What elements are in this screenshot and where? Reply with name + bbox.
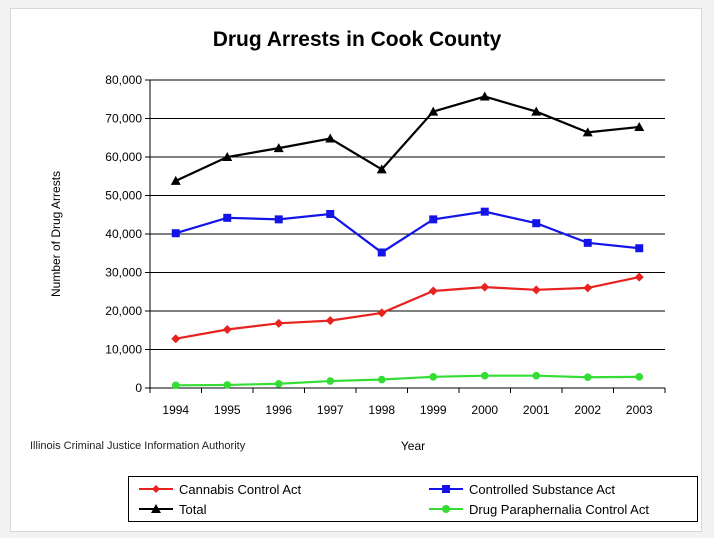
data-point-controlled-substance-act: [583, 238, 592, 247]
chart-frame: [10, 8, 702, 532]
data-point-controlled-substance-act: [480, 207, 489, 216]
data-point-cannabis-control-act: [428, 286, 438, 296]
y-tick-label: 10,000: [105, 343, 142, 357]
data-point-drug-paraphernalia-control-act: [429, 373, 438, 381]
series-line-controlled-substance-act: [175, 210, 640, 254]
data-point-cannabis-control-act: [274, 318, 284, 328]
x-tick-label: 1996: [265, 403, 292, 417]
data-point-drug-paraphernalia-control-act: [274, 379, 283, 388]
data-point-total: [582, 127, 593, 137]
data-point-controlled-substance-act: [635, 244, 644, 253]
data-point-controlled-substance-act: [429, 215, 438, 224]
y-tick-label: 20,000: [105, 304, 142, 318]
legend-swatch-controlled-substance: [429, 485, 463, 493]
legend-swatch-paraphernalia: [429, 505, 463, 513]
data-point-total: [531, 106, 542, 116]
data-point-drug-paraphernalia-control-act: [480, 371, 489, 380]
data-point-cannabis-control-act: [531, 285, 541, 295]
legend-item-paraphernalia: Drug Paraphernalia Control Act: [429, 500, 649, 518]
data-point-total: [428, 106, 439, 116]
data-point-total: [376, 164, 387, 174]
data-point-total: [325, 133, 336, 143]
data-point-cannabis-control-act: [480, 282, 490, 292]
source-note: Illinois Criminal Justice Information Au…: [30, 440, 246, 452]
y-tick-label: 60,000: [105, 150, 142, 164]
data-point-drug-paraphernalia-control-act: [326, 377, 335, 385]
data-point-cannabis-control-act: [325, 316, 335, 326]
legend-label-cannabis: Cannabis Control Act: [179, 481, 302, 497]
x-axis-label: Year: [401, 439, 425, 453]
data-point-controlled-substance-act: [377, 248, 386, 257]
series-line-total: [175, 95, 640, 182]
data-point-total: [170, 175, 181, 185]
x-tick-label: 2003: [626, 403, 653, 417]
legend-label-controlled-substance: Controlled Substance Act: [469, 481, 615, 497]
data-point-cannabis-control-act: [583, 283, 593, 293]
series-line-drug-paraphernalia-control-act: [175, 374, 640, 387]
y-tick-label: 0: [135, 381, 142, 395]
data-point-cannabis-control-act: [171, 334, 181, 344]
data-point-controlled-substance-act: [274, 215, 283, 224]
legend-item-total: Total: [139, 500, 206, 518]
y-tick-label: 80,000: [105, 73, 142, 87]
data-point-total: [222, 152, 233, 161]
data-point-controlled-substance-act: [223, 213, 232, 222]
x-tick-label: 2002: [574, 403, 601, 417]
x-tick-label: 1994: [162, 403, 189, 417]
data-point-drug-paraphernalia-control-act: [171, 381, 180, 390]
data-point-drug-paraphernalia-control-act: [532, 371, 541, 380]
chart-title: Drug Arrests in Cook County: [212, 28, 502, 51]
data-point-cannabis-control-act: [222, 324, 232, 334]
data-point-cannabis-control-act: [634, 272, 644, 282]
legend-item-cannabis: Cannabis Control Act: [139, 480, 301, 498]
legend-swatch-total: [139, 504, 173, 513]
legend-label-total: Total: [179, 501, 207, 517]
y-axis-label: Number of Drug Arrests: [49, 171, 63, 297]
legend-item-controlled-substance: Controlled Substance Act: [429, 480, 615, 498]
legend: Cannabis Control Act Controlled Substanc…: [128, 476, 698, 522]
data-point-drug-paraphernalia-control-act: [635, 373, 644, 381]
data-point-controlled-substance-act: [171, 229, 180, 238]
data-point-total: [273, 143, 284, 153]
y-tick-label: 40,000: [105, 227, 142, 241]
data-point-drug-paraphernalia-control-act: [583, 373, 592, 382]
y-tick-label: 50,000: [105, 189, 142, 203]
data-point-controlled-substance-act: [326, 209, 335, 218]
data-point-controlled-substance-act: [532, 219, 541, 228]
x-tick-label: 1995: [214, 403, 241, 417]
data-point-total: [634, 121, 645, 131]
y-tick-label: 70,000: [105, 112, 142, 126]
legend-swatch-cannabis: [139, 485, 173, 493]
x-tick-label: 2001: [523, 403, 550, 417]
series-line-cannabis-control-act: [175, 276, 640, 340]
y-tick-label: 30,000: [105, 266, 142, 280]
data-point-drug-paraphernalia-control-act: [377, 375, 386, 384]
data-point-total: [479, 91, 490, 101]
data-point-cannabis-control-act: [377, 308, 387, 318]
x-tick-label: 1999: [420, 403, 447, 417]
x-tick-label: 2000: [471, 403, 498, 417]
legend-label-paraphernalia: Drug Paraphernalia Control Act: [469, 501, 649, 517]
x-tick-label: 1997: [317, 403, 344, 417]
x-tick-label: 1998: [368, 403, 395, 417]
data-point-drug-paraphernalia-control-act: [223, 381, 232, 389]
